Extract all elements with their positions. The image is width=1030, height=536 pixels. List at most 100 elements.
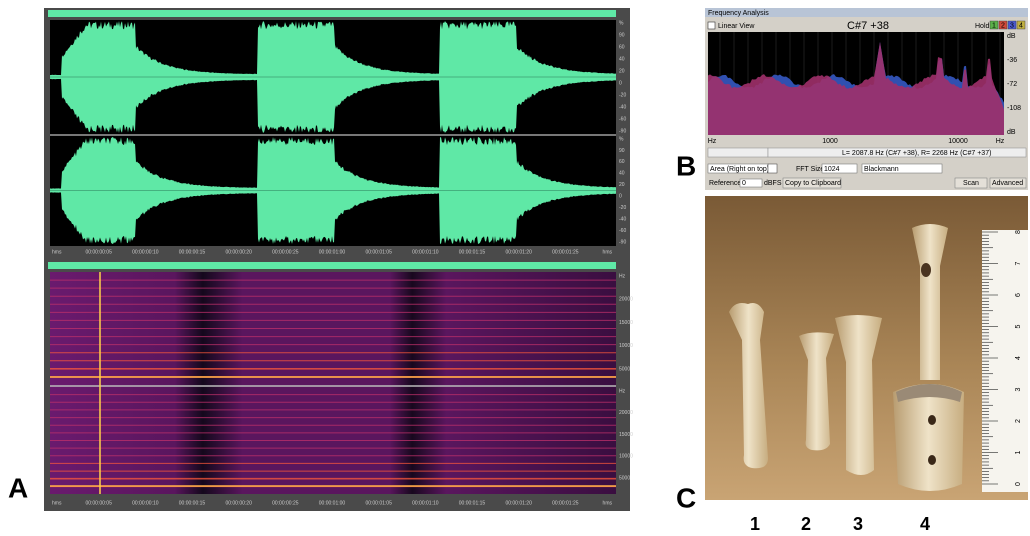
freq-tick-label: 15000 (619, 320, 633, 326)
level-tick-label: 40 (619, 171, 625, 177)
input[interactable] (739, 178, 763, 188)
spectrogram-bg (50, 272, 616, 494)
hole (928, 455, 936, 465)
panel-label: C (676, 482, 696, 513)
time-tick-label: 00:00:01:10 (412, 249, 439, 255)
advanced-button[interactable]: Advanced (992, 180, 1023, 187)
scan-button[interactable]: Scan (963, 180, 979, 187)
level-tick-label: -20 (619, 205, 626, 211)
waveform (50, 21, 616, 244)
freq-tick-label: 10000 (619, 343, 633, 349)
level-tick-label: 0 (619, 80, 622, 86)
note-readout: C#7 +38 (847, 20, 889, 32)
freq-tick-label: Hz (996, 138, 1005, 145)
level-tick-label: -108 (1007, 105, 1021, 112)
axis-labels: hms 00:00:00:05 00:00:00:10 00:00:00:15 00:0… (52, 20, 633, 506)
ruler-scale: 0 1 2 3 4 5 6 7 8 (982, 230, 1022, 486)
bone-1 (729, 303, 768, 469)
ruler-label: 3 (1015, 387, 1022, 391)
level-tick-label: 40 (619, 56, 625, 62)
readout: L= 2087.8 Hz (C#7 +38), R= 2268 Hz (C#7 … (842, 150, 991, 157)
copy-button[interactable]: Copy to Clipboard (785, 180, 841, 187)
dropdown-arrow[interactable] (767, 163, 778, 174)
ruler-label: 1 (1015, 450, 1022, 454)
window-title: Frequency Analysis (708, 10, 769, 17)
time-tick-label: 00:00:01:20 (505, 249, 532, 255)
bone-3 (835, 315, 882, 475)
time-tick-label: 00:00:01:00 (319, 500, 346, 506)
freq-tick-label: 10000 (619, 454, 633, 460)
level-tick-label: -40 (619, 216, 626, 222)
time-tick-label: hms (603, 249, 613, 255)
level-tick-label: dB (1007, 33, 1016, 40)
dropdown[interactable] (821, 163, 858, 174)
level-tick-label: 20 (619, 182, 625, 188)
level-tick-label: -60 (619, 116, 626, 122)
time-tick-label: 00:00:01:25 (552, 249, 579, 255)
checkbox[interactable] (707, 21, 716, 30)
level-tick-label: -60 (619, 228, 626, 234)
freq-tick-label: 10000 (948, 138, 968, 145)
time-tick-label: 00:00:01:15 (459, 500, 486, 506)
level-tick-label: 90 (619, 32, 625, 38)
button[interactable] (782, 177, 842, 189)
specimen-label: 1 (750, 514, 760, 534)
hold-button[interactable] (1016, 20, 1026, 30)
dropdown[interactable] (861, 163, 943, 174)
button[interactable] (954, 177, 988, 189)
time-tick-label: hms (52, 249, 62, 255)
freq-tick-label: 5000 (619, 475, 630, 481)
freq-tick-label: Hz (619, 273, 626, 279)
graph-mode: Area (Right on top) (710, 166, 769, 173)
time-tick-label: hms (603, 500, 613, 506)
level-tick-label: 0 (619, 194, 622, 200)
time-tick-label: 00:00:01:00 (319, 249, 346, 255)
freq-tick-label: 1000 (822, 138, 838, 145)
level-tick-label: % (619, 20, 624, 26)
level-tick-label: 90 (619, 148, 625, 154)
time-tick-label: 00:00:01:10 (412, 500, 439, 506)
bone-2 (799, 332, 834, 451)
time-tick-label: 00:00:01:15 (459, 249, 486, 255)
reference-unit: dBFS (764, 180, 782, 187)
freq-tick-label: Hz (708, 138, 717, 145)
time-tick-label: hms (52, 500, 62, 506)
level-tick-label: % (619, 136, 624, 142)
hold-button-label: 2 (1001, 22, 1005, 29)
hold-label: Hold (975, 23, 990, 30)
hold-button[interactable] (1007, 20, 1017, 30)
hold-button-label: 3 (1010, 22, 1014, 29)
readout-box (767, 147, 1027, 158)
level-tick-label: dB (1007, 129, 1016, 136)
window-function: Blackmann (864, 166, 899, 173)
time-tick-label: 00:00:01:05 (365, 500, 392, 506)
time-tick-label: 00:00:00:05 (85, 500, 112, 506)
fft-size: 1024 (824, 166, 840, 173)
ruler-label: 6 (1015, 293, 1022, 297)
bone-4-base (893, 384, 964, 491)
overview-bar (48, 10, 616, 17)
time-tick-label: 00:00:00:10 (132, 249, 159, 255)
ruler-label: 0 (1015, 482, 1022, 486)
bone-4 (912, 224, 948, 380)
level-tick-label: -90 (619, 128, 626, 134)
level-tick-label: 60 (619, 44, 625, 50)
hold-button-label: 4 (1019, 22, 1023, 29)
panel-label: B (676, 150, 696, 181)
time-tick-label: 00:00:01:20 (505, 500, 532, 506)
time-tick-label: 00:00:00:25 (272, 249, 299, 255)
reference-value: 0 (742, 180, 746, 187)
spectrum-right (708, 42, 1004, 135)
level-tick-label: -36 (1007, 57, 1017, 64)
ruler-label: 8 (1015, 230, 1022, 234)
ruler-label: 5 (1015, 324, 1022, 328)
time-tick-label: 00:00:01:05 (365, 249, 392, 255)
time-tick-label: 00:00:00:20 (225, 249, 252, 255)
time-tick-label: 00:00:00:15 (179, 249, 206, 255)
hold-button[interactable] (989, 20, 999, 30)
button[interactable] (989, 177, 1027, 189)
level-tick-label: -90 (619, 239, 626, 245)
hold-button[interactable] (998, 20, 1008, 30)
specimen-labels: 1 2 3 4 (750, 514, 930, 534)
